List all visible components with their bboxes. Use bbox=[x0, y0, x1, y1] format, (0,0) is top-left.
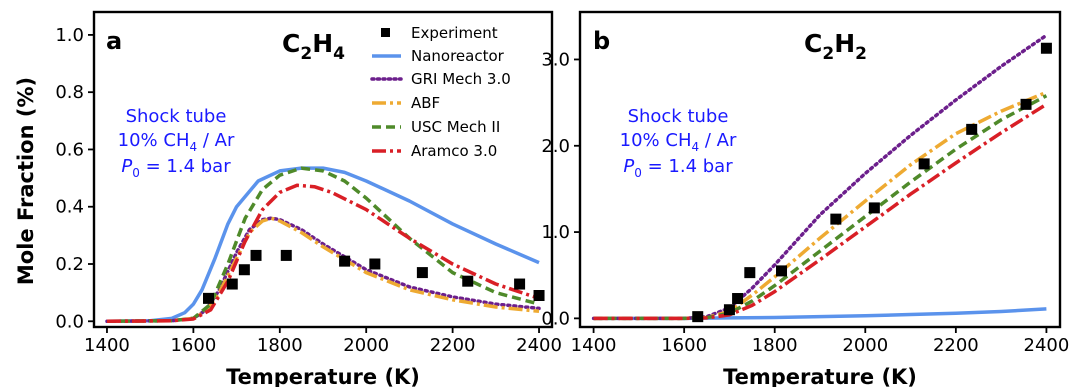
x-tick-label: 1400 bbox=[571, 335, 617, 356]
y-tick-label: 3.0 bbox=[541, 49, 570, 70]
y-axis-title: Mole Fraction (%) bbox=[14, 77, 38, 285]
y-tick-label: 0.8 bbox=[55, 82, 84, 103]
experiment-point bbox=[830, 213, 842, 225]
experiment-point bbox=[533, 290, 545, 301]
panel-b-species: C2H2 bbox=[804, 29, 867, 64]
series-line-abf bbox=[106, 216, 540, 324]
y-tick-label: 1.0 bbox=[541, 222, 570, 243]
panel-a-frame bbox=[92, 10, 554, 329]
experiment-point bbox=[918, 158, 930, 170]
panel-a-experiment-points bbox=[203, 249, 545, 304]
series-line-usc bbox=[106, 166, 540, 324]
experiment-point bbox=[692, 311, 704, 323]
y-tick-label: 0.0 bbox=[541, 308, 570, 329]
series-line-gri bbox=[105, 216, 541, 324]
experiment-point bbox=[250, 249, 262, 261]
legend-marker-experiment bbox=[381, 28, 390, 37]
panel-a-species: C2H4 bbox=[282, 29, 345, 64]
y-tick-label: 0.2 bbox=[55, 254, 84, 275]
panel-a: 1400 1600 1800 2000 2200 2400 0.0 0.2 0.4 0.6 0.8 1… bbox=[55, 10, 562, 387]
annotation-line-2: 10% CH4 / Ar bbox=[620, 130, 737, 154]
experiment-point bbox=[238, 264, 250, 276]
y-tick-label: 0.0 bbox=[55, 311, 84, 332]
panel-b-letter: b bbox=[593, 27, 610, 55]
experiment-point bbox=[776, 265, 788, 277]
experiment-point bbox=[732, 293, 744, 305]
annotation-line-3: P0 = 1.4 bar bbox=[623, 156, 733, 180]
y-tick-label: 0.6 bbox=[55, 139, 84, 160]
experiment-point bbox=[339, 255, 351, 267]
x-tick-label: 2200 bbox=[430, 335, 476, 356]
legend-label-experiment: Experiment bbox=[411, 24, 498, 42]
panel-b-frame bbox=[578, 10, 1062, 329]
panel-a-x-axis-title: Temperature (K) bbox=[226, 365, 420, 387]
x-tick-label: 1400 bbox=[84, 335, 130, 356]
panel-b: 1400 1600 1800 2000 2200 2400 0.0 1.0 2.0 3.0 b C… bbox=[541, 10, 1069, 387]
panel-a-annotation: Shock tube 10% CH4 / Ar P0 = 1.4 bar bbox=[118, 106, 235, 180]
x-tick-label: 2200 bbox=[933, 335, 979, 356]
legend: Experiment Nanoreactor GRI Mech 3.0 ABF … bbox=[370, 24, 511, 160]
x-tick-label: 2400 bbox=[516, 335, 562, 356]
panel-b-experiment-points bbox=[692, 42, 1052, 323]
y-tick-label: 2.0 bbox=[541, 136, 570, 157]
x-tick-label: 1600 bbox=[661, 335, 707, 356]
panel-b-annotation: Shock tube 10% CH4 / Ar P0 = 1.4 bar bbox=[620, 106, 737, 180]
experiment-point bbox=[203, 292, 214, 304]
x-tick-label: 1800 bbox=[752, 335, 798, 356]
x-tick-label: 1800 bbox=[257, 335, 303, 356]
legend-label-aramco: Aramco 3.0 bbox=[411, 142, 497, 160]
legend-label-abf: ABF bbox=[411, 94, 440, 112]
annotation-line-1: Shock tube bbox=[628, 106, 729, 127]
experiment-point bbox=[462, 275, 474, 287]
panel-b-x-axis-title: Temperature (K) bbox=[723, 365, 917, 387]
series-line-aramco bbox=[106, 183, 540, 324]
y-tick-label: 0.4 bbox=[55, 197, 84, 218]
panel-a-series bbox=[105, 166, 541, 324]
x-tick-label: 2000 bbox=[842, 335, 888, 356]
x-tick-label: 1600 bbox=[170, 335, 216, 356]
legend-label-gri: GRI Mech 3.0 bbox=[411, 70, 511, 88]
annotation-line-2: 10% CH4 / Ar bbox=[118, 130, 235, 154]
experiment-point bbox=[514, 278, 526, 290]
x-tick-label: 2400 bbox=[1024, 335, 1070, 356]
annotation-line-1: Shock tube bbox=[126, 106, 227, 127]
experiment-point bbox=[966, 123, 978, 135]
panel-b-tick-labels: 1400 1600 1800 2000 2200 2400 0.0 1.0 2.0 3.0 bbox=[541, 49, 1069, 356]
experiment-point bbox=[744, 267, 756, 279]
experiment-point bbox=[226, 278, 238, 290]
experiment-point bbox=[369, 258, 381, 270]
experiment-point bbox=[1040, 42, 1052, 54]
series-line-nanoreactor bbox=[106, 166, 540, 324]
panel-a-letter: a bbox=[106, 27, 122, 55]
legend-label-usc: USC Mech II bbox=[411, 118, 500, 136]
experiment-point bbox=[1020, 98, 1032, 110]
series-line-usc bbox=[593, 94, 1048, 321]
annotation-line-3: P0 = 1.4 bar bbox=[121, 156, 231, 180]
experiment-point bbox=[416, 267, 428, 279]
experiment-point bbox=[723, 304, 735, 316]
experiment-point bbox=[280, 249, 292, 261]
x-tick-label: 2000 bbox=[343, 335, 389, 356]
y-tick-label: 1.0 bbox=[55, 25, 84, 46]
experiment-point bbox=[868, 202, 880, 214]
legend-label-nanoreactor: Nanoreactor bbox=[411, 47, 505, 65]
panel-b-ticks bbox=[574, 58, 1048, 333]
panel-a-tick-labels: 1400 1600 1800 2000 2200 2400 0.0 0.2 0.4 0.6 0.8 1… bbox=[55, 25, 562, 356]
